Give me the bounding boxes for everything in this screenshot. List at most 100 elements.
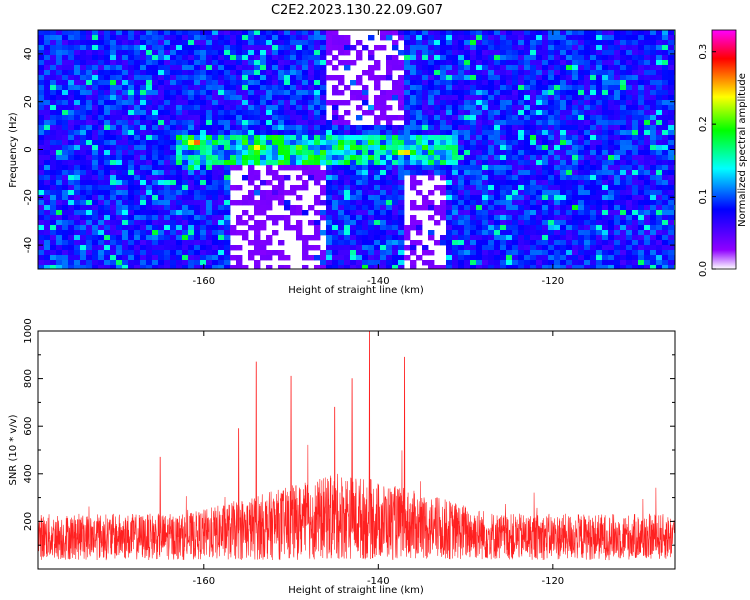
heatmap-cell: [212, 160, 219, 166]
heatmap-cell: [596, 135, 603, 141]
heatmap-cell: [512, 135, 519, 141]
heatmap-cell: [572, 205, 579, 211]
heatmap-cell: [506, 55, 513, 61]
heatmap-cell: [386, 125, 393, 131]
heatmap-cell: [374, 190, 381, 196]
snr-series: [38, 331, 675, 561]
heatmap-cell: [86, 145, 93, 151]
heatmap-cell: [152, 75, 159, 81]
heatmap-cell: [482, 265, 489, 269]
heatmap-cell: [662, 195, 669, 201]
heatmap-cell: [272, 185, 279, 191]
heatmap-cell: [530, 260, 537, 266]
heatmap-cell: [314, 55, 321, 61]
heatmap-cell: [56, 50, 63, 56]
heatmap-cell: [536, 125, 543, 131]
heatmap-cell: [602, 125, 609, 131]
heatmap-cell: [146, 195, 153, 201]
heatmap-cell: [392, 145, 399, 151]
heatmap-cell: [62, 105, 69, 111]
heatmap-cell: [404, 90, 411, 96]
heatmap-cell: [188, 210, 195, 216]
heatmap-cell: [434, 125, 441, 131]
heatmap-cell: [38, 200, 45, 206]
heatmap-cell: [632, 40, 639, 46]
heatmap-cell: [122, 70, 129, 76]
heatmap-cell: [656, 60, 663, 66]
heatmap-cell: [440, 90, 447, 96]
heatmap-cell: [614, 230, 621, 236]
heatmap-cell: [38, 150, 45, 156]
heatmap-cell: [212, 230, 219, 236]
heatmap-cell: [572, 215, 579, 221]
heatmap-cell: [626, 50, 633, 56]
heatmap-cell: [200, 260, 207, 266]
heatmap-cell: [326, 160, 333, 166]
heatmap-cell: [206, 180, 213, 186]
heatmap-cell: [554, 70, 561, 76]
heatmap-cell: [320, 35, 327, 41]
heatmap-cell: [122, 170, 129, 176]
heatmap-cell: [164, 30, 171, 36]
heatmap-cell: [140, 170, 147, 176]
heatmap-cell: [524, 195, 531, 201]
heatmap-cell: [614, 195, 621, 201]
heatmap-cell: [278, 35, 285, 41]
heatmap-cell: [278, 115, 285, 121]
heatmap-cell: [416, 230, 423, 236]
heatmap-cell: [128, 90, 135, 96]
heatmap-cell: [284, 75, 291, 81]
heatmap-cell: [584, 150, 591, 156]
heatmap-cell: [374, 115, 381, 121]
heatmap-cell: [488, 100, 495, 106]
heatmap-cell: [404, 30, 411, 36]
heatmap-cell: [74, 130, 81, 136]
heatmap-cell: [662, 245, 669, 251]
heatmap-cell: [668, 110, 675, 116]
heatmap-cell: [266, 80, 273, 86]
heatmap-cell: [350, 135, 357, 141]
heatmap-cell: [122, 120, 129, 126]
heatmap-cell: [224, 200, 231, 206]
heatmap-cell: [320, 160, 327, 166]
heatmap-cell: [410, 170, 417, 176]
heatmap-cell: [602, 95, 609, 101]
heatmap-cell: [410, 55, 417, 61]
heatmap-cell: [506, 190, 513, 196]
heatmap-cell: [86, 235, 93, 241]
heatmap-cell: [356, 125, 363, 131]
heatmap-cell: [116, 110, 123, 116]
heatmap-cell: [542, 155, 549, 161]
heatmap-cell: [104, 170, 111, 176]
heatmap-cell: [626, 35, 633, 41]
heatmap-cell: [368, 165, 375, 171]
heatmap-cell: [44, 180, 51, 186]
heatmap-cell: [44, 70, 51, 76]
heatmap-cell: [482, 150, 489, 156]
heatmap-cell: [266, 195, 273, 201]
heatmap-cell: [356, 215, 363, 221]
heatmap-cell: [398, 195, 405, 201]
heatmap-cell: [302, 155, 309, 161]
heatmap-cell: [248, 240, 255, 246]
heatmap-cell: [584, 105, 591, 111]
heatmap-cell: [344, 45, 351, 51]
heatmap-cell: [512, 255, 519, 261]
heatmap-cell: [554, 250, 561, 256]
heatmap-cell: [380, 215, 387, 221]
heatmap-cell: [200, 80, 207, 86]
heatmap-cell: [218, 145, 225, 151]
heatmap-cell: [620, 245, 627, 251]
heatmap-cell: [440, 95, 447, 101]
heatmap-cell: [302, 50, 309, 56]
heatmap-cell: [434, 90, 441, 96]
heatmap-cell: [500, 120, 507, 126]
heatmap-cell: [362, 170, 369, 176]
heatmap-cell: [188, 35, 195, 41]
heatmap-cell: [554, 170, 561, 176]
heatmap-cell: [56, 225, 63, 231]
heatmap-cell: [590, 135, 597, 141]
heatmap-cell: [566, 105, 573, 111]
heatmap-cell: [470, 160, 477, 166]
